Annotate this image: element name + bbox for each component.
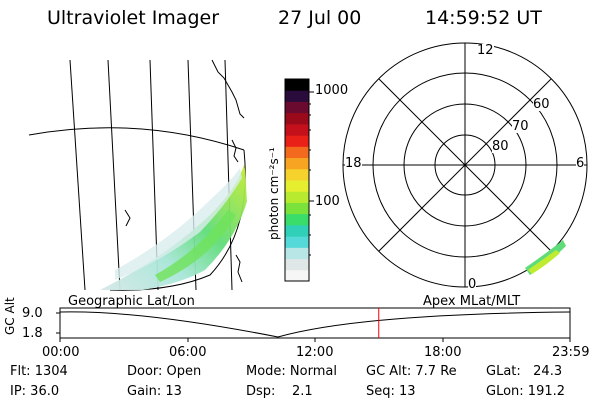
aurora-emission xyxy=(100,165,250,291)
coastlines xyxy=(124,59,245,283)
colorbar-cell xyxy=(285,123,309,136)
colorbar-cell xyxy=(285,180,309,192)
colorbar-cell xyxy=(285,101,309,114)
glat-value: GLat: 24.3 xyxy=(486,364,563,379)
colorbar-cell xyxy=(285,112,309,125)
gc-alt-value: GC Alt: 7.7 Re xyxy=(366,364,457,379)
orbit-xtick-1200: 12:00 xyxy=(296,345,334,360)
colorbar-cell xyxy=(285,258,309,271)
colorbar-tick-1000: 1000 xyxy=(315,83,349,98)
colorbar-cell xyxy=(285,79,309,91)
colorbar-cell xyxy=(285,269,309,282)
ip-value: IP: 36.0 xyxy=(10,384,60,399)
polar-label-60: 60 xyxy=(533,97,550,112)
seq-value: Seq: 13 xyxy=(366,384,416,399)
colorbar-tick-100: 100 xyxy=(315,194,340,209)
door-status: Door: Open xyxy=(127,364,202,379)
colorbar-cell xyxy=(285,168,309,181)
colorbar-cell xyxy=(285,247,309,260)
orbit-xtick-0600: 06:00 xyxy=(169,345,207,360)
polar-label-6: 6 xyxy=(576,156,585,171)
colorbar-cell xyxy=(285,236,309,248)
polar-label-70: 70 xyxy=(512,119,529,134)
time-label: 14:59:52 UT xyxy=(425,7,542,29)
polar-aurora-core xyxy=(528,250,560,274)
polar-label-80: 80 xyxy=(492,139,509,154)
map-latitude-line xyxy=(28,127,245,151)
colorbar-cell xyxy=(285,135,309,147)
orbit-xtick-1800: 18:00 xyxy=(424,345,462,360)
altitude-curve xyxy=(59,311,571,338)
orbit-axis-label: GC Alt xyxy=(3,297,17,335)
date-label: 27 Jul 00 xyxy=(278,7,362,29)
orbit-xtick-0000: 00:00 xyxy=(42,345,80,360)
mode-status: Mode: Normal xyxy=(246,364,337,379)
colorbar-cell xyxy=(285,146,309,159)
colorbar-cell xyxy=(285,157,309,170)
colorbar-cell xyxy=(285,213,309,226)
geographic-title: Geographic Lat/Lon xyxy=(68,294,195,309)
colorbar-cell xyxy=(285,191,309,203)
flight-number: Flt: 1304 xyxy=(10,364,68,379)
dsp-value: Dsp: 2.1 xyxy=(246,384,313,399)
colorbar-cell xyxy=(285,224,309,237)
apex-title: Apex MLat/MLT xyxy=(423,294,521,309)
gain-value: Gain: 13 xyxy=(127,384,182,399)
polar-label-18: 18 xyxy=(345,156,362,171)
instrument-title: Ultraviolet Imager xyxy=(47,7,220,29)
polar-label-0: 0 xyxy=(468,277,477,292)
colorbar-cell xyxy=(285,90,309,102)
polar-diagonal-2 xyxy=(378,78,552,252)
glon-value: GLon: 191.2 xyxy=(486,384,566,399)
orbit-ytick-9: 9.0 xyxy=(22,306,43,321)
colorbar-cell xyxy=(285,202,309,215)
orbit-xtick-2359: 23:59 xyxy=(552,345,590,360)
polar-label-12: 12 xyxy=(477,43,494,58)
orbit-ytick-1-8: 1.8 xyxy=(22,326,43,341)
